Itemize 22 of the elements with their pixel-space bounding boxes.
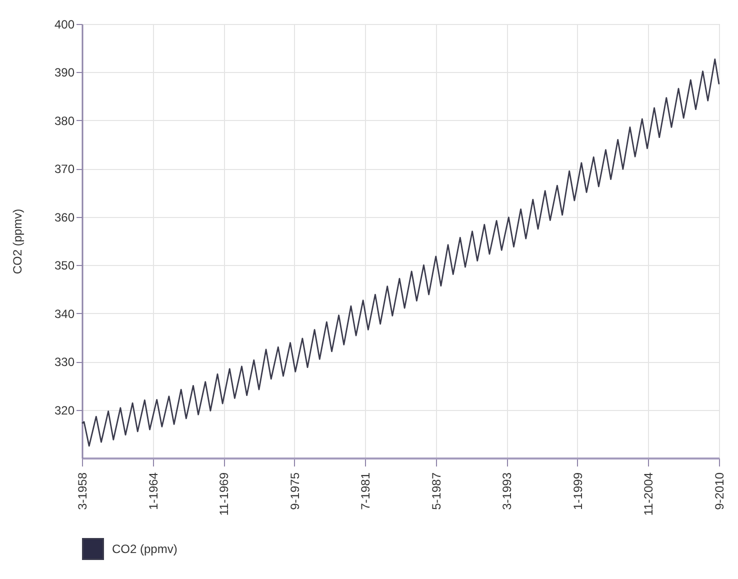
- x-tick-label: 9-1975: [288, 472, 302, 510]
- x-tick-label: 5-1987: [429, 472, 444, 510]
- legend-label: CO2 (ppmv): [112, 542, 178, 556]
- x-tick-label: 7-1981: [358, 472, 373, 510]
- x-tick-label: 9-2010: [712, 472, 726, 510]
- y-tick-label: 400: [54, 18, 75, 32]
- y-tick-label: 340: [54, 306, 75, 321]
- x-tick-label: 1-1999: [570, 472, 585, 510]
- y-tick-label: 380: [54, 114, 75, 128]
- x-tick-label: 3-1958: [76, 472, 90, 510]
- x-tick-label: 3-1993: [500, 472, 514, 510]
- x-tick-label: 1-1964: [146, 472, 160, 510]
- line-series: [81, 58, 720, 447]
- x-tick-label: 11-2004: [642, 472, 656, 516]
- y-tick-label: 330: [54, 355, 75, 370]
- y-tick-label: 360: [54, 210, 75, 224]
- y-tick-label: 370: [54, 162, 75, 176]
- y-tick-label: 350: [54, 258, 75, 273]
- y-axis-title: CO2 (ppmv): [10, 208, 24, 274]
- x-tick-label: 11-1969: [217, 472, 232, 516]
- y-tick-label: 390: [54, 66, 75, 80]
- y-tick-label: 320: [54, 403, 75, 418]
